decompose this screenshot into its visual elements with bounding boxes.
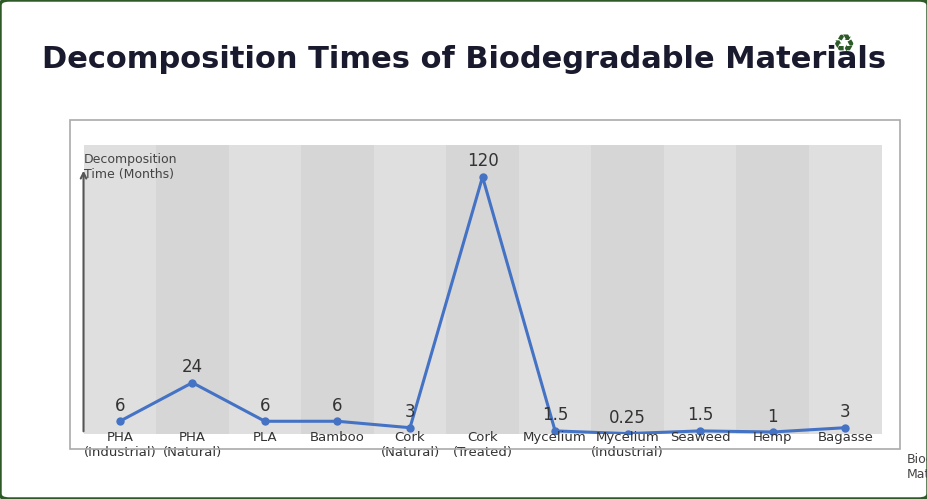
Text: 6: 6: [332, 397, 342, 415]
Text: Seaweed: Seaweed: [669, 431, 730, 444]
Text: PLA: PLA: [252, 431, 277, 444]
Bar: [808, 145, 881, 434]
Text: ♻: ♻: [832, 33, 855, 57]
Bar: [228, 145, 301, 434]
Text: 6: 6: [260, 397, 270, 415]
Bar: [301, 145, 374, 434]
Text: PHA
(Natural): PHA (Natural): [162, 431, 222, 459]
Text: 3: 3: [839, 403, 850, 421]
Text: 24: 24: [182, 358, 203, 376]
Text: 1.5: 1.5: [541, 407, 567, 425]
Text: Decomposition
Time (Months): Decomposition Time (Months): [83, 153, 177, 182]
Bar: [590, 145, 663, 434]
Text: Mycelium
(Industrial): Mycelium (Industrial): [590, 431, 664, 459]
Bar: [518, 145, 590, 434]
Text: 1.5: 1.5: [686, 407, 713, 425]
Bar: [736, 145, 808, 434]
Bar: [446, 145, 518, 434]
Text: Decomposition Times of Biodegradable Materials: Decomposition Times of Biodegradable Mat…: [42, 45, 885, 74]
Text: Hemp: Hemp: [752, 431, 792, 444]
Text: 0.25: 0.25: [608, 409, 645, 427]
Text: Bagasse: Bagasse: [817, 431, 872, 444]
Text: 3: 3: [404, 403, 415, 421]
Text: Bamboo: Bamboo: [310, 431, 364, 444]
Text: Mycelium: Mycelium: [523, 431, 587, 444]
Text: Cork
(Treated): Cork (Treated): [452, 431, 512, 459]
Bar: [156, 145, 228, 434]
Text: 120: 120: [466, 152, 498, 171]
Text: 6: 6: [114, 397, 125, 415]
Text: 1: 1: [767, 408, 777, 426]
Text: Cork
(Natural): Cork (Natural): [380, 431, 439, 459]
Text: PHA
(Industrial): PHA (Industrial): [83, 431, 156, 459]
Bar: [374, 145, 446, 434]
Bar: [83, 145, 156, 434]
Text: Biodegradable
Materials: Biodegradable Materials: [906, 453, 927, 481]
Bar: [663, 145, 736, 434]
